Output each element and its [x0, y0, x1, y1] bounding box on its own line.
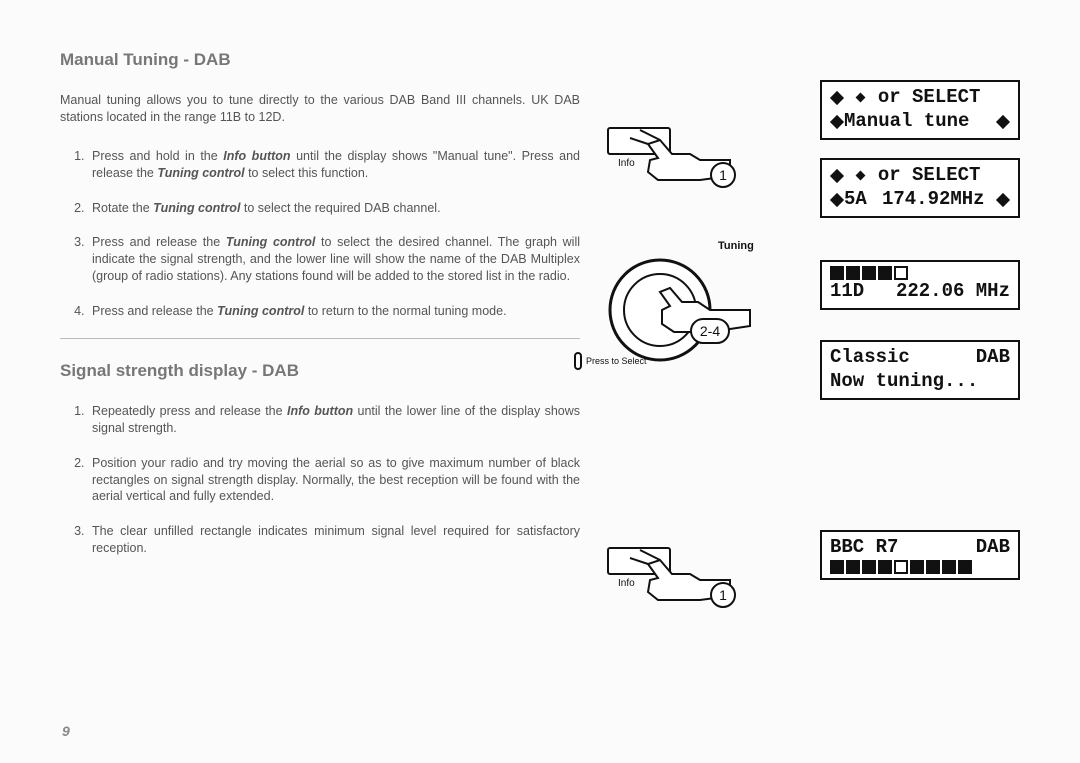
page-number: 9: [62, 723, 70, 739]
press-to-select-label: Press to Select: [586, 356, 647, 366]
lcd-signal-11d: 11D 222.06 MHz: [820, 260, 1020, 310]
list-item: Press and release the Tuning control to …: [88, 234, 580, 285]
lcd-bbc-signal: BBC R7 DAB: [820, 530, 1020, 580]
list-item: Position your radio and try moving the a…: [88, 455, 580, 506]
lcd3-freq: 222.06 MHz: [896, 280, 1010, 304]
lcd4-l1a: Classic: [830, 346, 910, 370]
lcd1-top: or SELECT: [878, 86, 981, 110]
lcd-manual-tune: or SELECT Manual tune: [820, 80, 1020, 140]
section1-title: Manual Tuning - DAB: [60, 50, 580, 70]
lcd4-l1b: DAB: [976, 346, 1010, 370]
list-item: Press and hold in the Info button until …: [88, 148, 580, 182]
signal-bars-2: [830, 560, 972, 574]
lcd4-l2: Now tuning...: [830, 370, 978, 394]
lcd5-l1b: DAB: [976, 536, 1010, 560]
lcd2-freq: 174.92MHz: [882, 188, 985, 212]
lcd5-l1a: BBC R7: [830, 536, 898, 560]
list-item: Rotate the Tuning control to select the …: [88, 200, 580, 217]
press-pill-icon: [574, 352, 582, 370]
step-badge-1b: 1: [710, 582, 736, 608]
lcd3-ch: 11D: [830, 280, 864, 304]
section2-steps: Repeatedly press and release the Info bu…: [60, 403, 580, 557]
info-label-2: Info: [618, 578, 635, 589]
lcd1-bottom: Manual tune: [844, 110, 969, 134]
list-item: Repeatedly press and release the Info bu…: [88, 403, 580, 437]
illus-tuning-dial: Tuning 2-4 Press to Select: [590, 240, 760, 385]
tuning-label: Tuning: [718, 240, 754, 252]
text-column: Manual Tuning - DAB Manual tuning allows…: [60, 50, 580, 557]
lcd2-ch: 5A: [844, 188, 867, 212]
step-badge-24: 2-4: [690, 318, 730, 344]
signal-bars: [830, 266, 908, 280]
section1-steps: Press and hold in the Info button until …: [60, 148, 580, 320]
illus-info-press-1: Info 1: [600, 120, 740, 205]
illus-info-press-2: Info 1: [600, 540, 740, 625]
list-item: The clear unfilled rectangle indicates m…: [88, 523, 580, 557]
lcd2-top: or SELECT: [878, 164, 981, 188]
info-label: Info: [618, 158, 635, 169]
lcd-now-tuning: Classic DAB Now tuning...: [820, 340, 1020, 400]
divider: [60, 338, 580, 339]
section2-title: Signal strength display - DAB: [60, 361, 580, 381]
section1-intro: Manual tuning allows you to tune directl…: [60, 92, 580, 126]
list-item: Press and release the Tuning control to …: [88, 303, 580, 320]
step-badge-1: 1: [710, 162, 736, 188]
lcd-channel-select: or SELECT 5A 174.92MHz: [820, 158, 1020, 218]
